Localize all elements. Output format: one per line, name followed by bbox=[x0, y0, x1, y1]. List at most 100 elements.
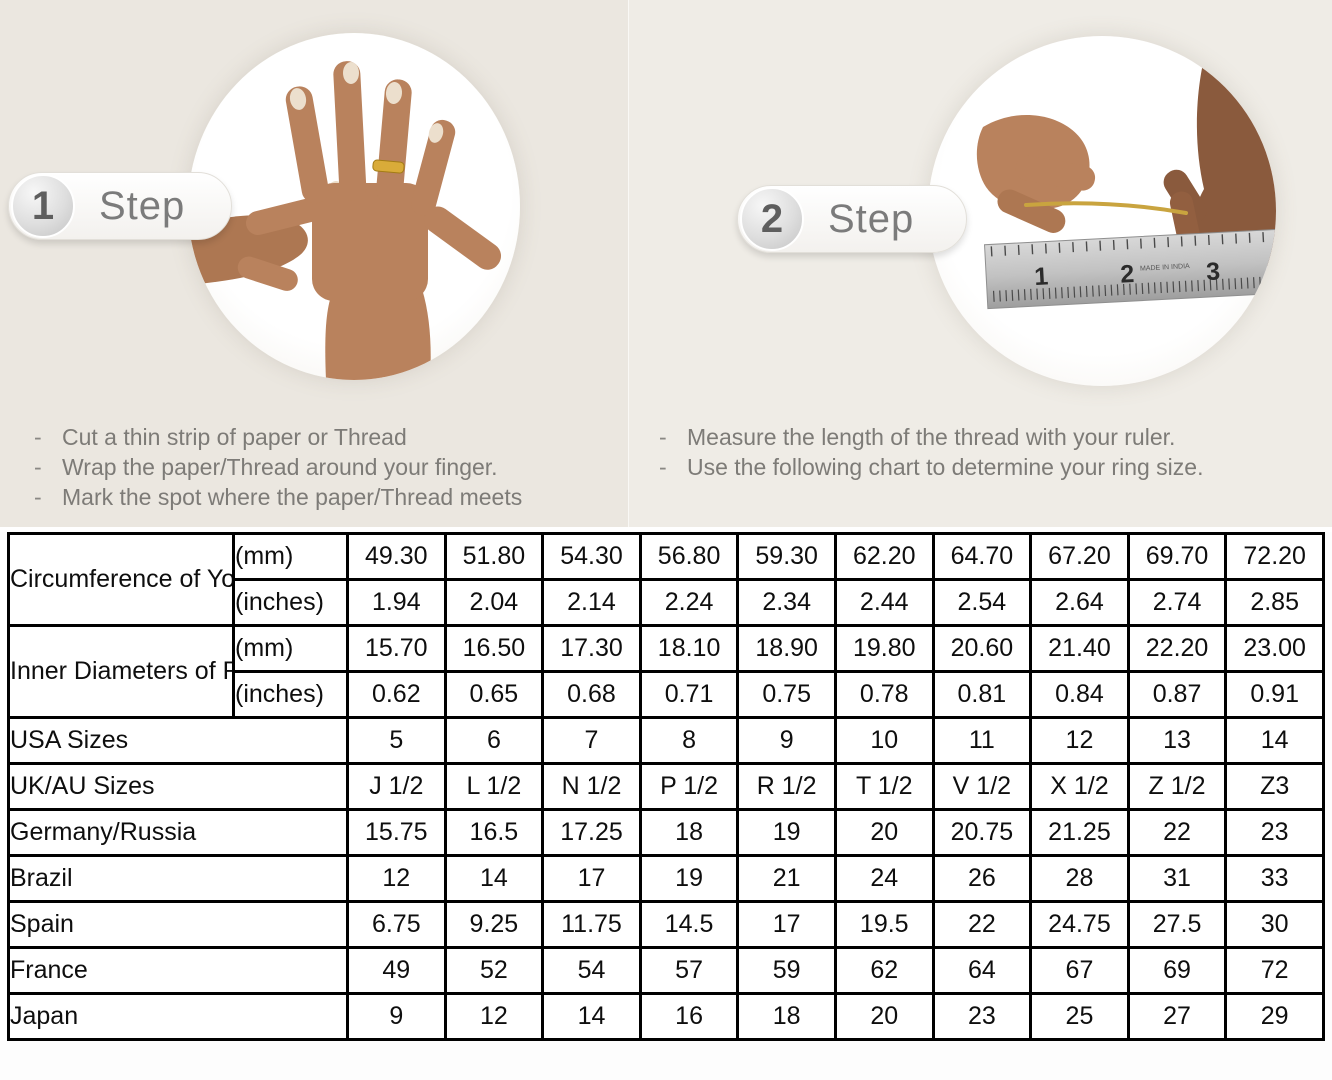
instruction-item: - Mark the spot where the paper/Thread me… bbox=[34, 482, 619, 512]
table-cell: 17 bbox=[736, 900, 837, 949]
table-cell: 18.90 bbox=[736, 624, 837, 673]
ruler-icon: 1 2 3 MADE IN INDIA bbox=[984, 228, 1276, 310]
table-cell: 23.00 bbox=[1224, 624, 1325, 673]
instruction-item: - Wrap the paper/Thread around your finge… bbox=[34, 452, 619, 482]
table-cell: 0.65 bbox=[443, 670, 545, 719]
table-cell: 10 bbox=[833, 716, 935, 765]
table-cell: X 1/2 bbox=[1029, 762, 1130, 811]
table-cell: 26 bbox=[931, 854, 1033, 903]
table-cell: 59.30 bbox=[736, 532, 837, 581]
table-cell: 0.91 bbox=[1224, 670, 1325, 719]
table-cell: 19 bbox=[638, 854, 740, 903]
table-cell: 15.70 bbox=[346, 624, 447, 673]
table-cell: 17 bbox=[541, 854, 642, 903]
table-cell: 59 bbox=[736, 946, 837, 995]
instruction-item: - Use the following chart to determine yo… bbox=[659, 452, 1327, 482]
table-cell: 11.75 bbox=[541, 900, 642, 949]
table-cell: R 1/2 bbox=[736, 762, 837, 811]
table-cell: 5 bbox=[346, 716, 447, 765]
unit-label: (mm) bbox=[232, 624, 349, 673]
row-label: USA Sizes bbox=[7, 716, 349, 765]
table-cell: 22 bbox=[931, 900, 1033, 949]
table-cell: 69.70 bbox=[1126, 532, 1228, 581]
step-2-number: 2 bbox=[740, 187, 804, 251]
table-cell: 21.25 bbox=[1029, 808, 1130, 857]
table-cell: 7 bbox=[541, 716, 642, 765]
unit-label: (mm) bbox=[232, 532, 349, 581]
table-cell: 16.50 bbox=[443, 624, 545, 673]
table-cell: 20.75 bbox=[931, 808, 1033, 857]
table-row: USA Sizes 5 6 7 8 9 10 11 12 13 14 bbox=[7, 716, 1325, 765]
table-cell: N 1/2 bbox=[541, 762, 642, 811]
table-cell: 12 bbox=[346, 854, 447, 903]
table-row: (inches) 0.62 0.65 0.68 0.71 0.75 0.78 0.81 0.84… bbox=[9, 670, 1325, 719]
table-cell: 19.5 bbox=[833, 900, 935, 949]
table-cell: 0.78 bbox=[833, 670, 935, 719]
bullet-dash: - bbox=[659, 454, 667, 480]
table-cell: 6 bbox=[443, 716, 545, 765]
table-cell: 15.75 bbox=[346, 808, 447, 857]
table-cell: 22.20 bbox=[1126, 624, 1228, 673]
ruler-number: 2 bbox=[1120, 260, 1135, 289]
table-cell: 0.84 bbox=[1029, 670, 1130, 719]
row-label: UK/AU Sizes bbox=[7, 762, 349, 811]
instruction-item: - Cut a thin strip of paper or Thread bbox=[34, 422, 619, 452]
thread-ruler-photo: 1 2 3 MADE IN INDIA bbox=[928, 36, 1276, 386]
table-cell: 0.87 bbox=[1126, 670, 1228, 719]
instruction-text: Mark the spot where the paper/Thread mee… bbox=[62, 484, 523, 510]
table-cell: 0.81 bbox=[931, 670, 1033, 719]
table-cell: 18.10 bbox=[638, 624, 740, 673]
table-cell: 13 bbox=[1126, 716, 1228, 765]
table-cell: 33 bbox=[1224, 854, 1325, 903]
instruction-text: Measure the length of the thread with yo… bbox=[687, 424, 1176, 450]
panel-divider bbox=[628, 0, 629, 527]
table-row: France 49 52 54 57 59 62 64 67 69 72 bbox=[7, 946, 1325, 995]
table-cell: 2.04 bbox=[443, 578, 545, 627]
table-cell: 2.24 bbox=[638, 578, 740, 627]
step-1-instructions: - Cut a thin strip of paper or Thread - Wra… bbox=[34, 422, 619, 512]
table-cell: 9 bbox=[736, 716, 837, 765]
step-2-label: Step bbox=[828, 196, 915, 241]
step-1-number: 1 bbox=[11, 174, 75, 238]
row-label: Japan bbox=[7, 992, 349, 1041]
table-cell: 67 bbox=[1029, 946, 1130, 995]
table-cell: 49.30 bbox=[346, 532, 447, 581]
table-row: Spain 6.75 9.25 11.75 14.5 17 19.5 22 24.75 27.5 3… bbox=[7, 900, 1325, 949]
ruler-made-in-text: MADE IN INDIA bbox=[1140, 263, 1190, 273]
table-cell: 16.5 bbox=[443, 808, 545, 857]
table-cell: 30 bbox=[1224, 900, 1325, 949]
bullet-dash: - bbox=[34, 454, 42, 480]
ruler-illustration: 1 2 3 MADE IN INDIA bbox=[976, 37, 1276, 310]
step-1-badge: 1 Step bbox=[8, 172, 232, 240]
table-cell: 1.94 bbox=[346, 578, 447, 627]
instruction-text: Cut a thin strip of paper or Thread bbox=[62, 424, 407, 450]
table-cell: 19 bbox=[736, 808, 837, 857]
table-cell: 8 bbox=[638, 716, 740, 765]
table-cell: J 1/2 bbox=[346, 762, 447, 811]
table-cell: 49 bbox=[346, 946, 447, 995]
table-row: Brazil 12 14 17 19 21 24 26 28 31 33 bbox=[7, 854, 1325, 903]
table-cell: P 1/2 bbox=[638, 762, 740, 811]
table-cell: 20 bbox=[833, 992, 935, 1041]
table-cell: 64 bbox=[931, 946, 1033, 995]
table-cell: Z3 bbox=[1224, 762, 1325, 811]
table-cell: 31 bbox=[1126, 854, 1228, 903]
table-cell: 11 bbox=[931, 716, 1033, 765]
table-cell: 20 bbox=[833, 808, 935, 857]
instruction-text: Wrap the paper/Thread around your finger… bbox=[62, 454, 498, 480]
table-cell: 62.20 bbox=[833, 532, 935, 581]
table-cell: 0.75 bbox=[736, 670, 837, 719]
table-cell: 21 bbox=[736, 854, 837, 903]
table-cell: 6.75 bbox=[346, 900, 447, 949]
instruction-item: - Measure the length of the thread with y… bbox=[659, 422, 1327, 452]
unit-label: (inches) bbox=[232, 578, 349, 627]
table-cell: 24 bbox=[833, 854, 935, 903]
row-label: Brazil bbox=[7, 854, 349, 903]
table-cell: 27 bbox=[1126, 992, 1228, 1041]
table-cell: 62 bbox=[833, 946, 935, 995]
table-cell: 29 bbox=[1224, 992, 1325, 1041]
table-cell: 17.30 bbox=[541, 624, 642, 673]
table-cell: 52 bbox=[443, 946, 545, 995]
table-cell: 51.80 bbox=[443, 532, 545, 581]
table-cell: 57 bbox=[638, 946, 740, 995]
